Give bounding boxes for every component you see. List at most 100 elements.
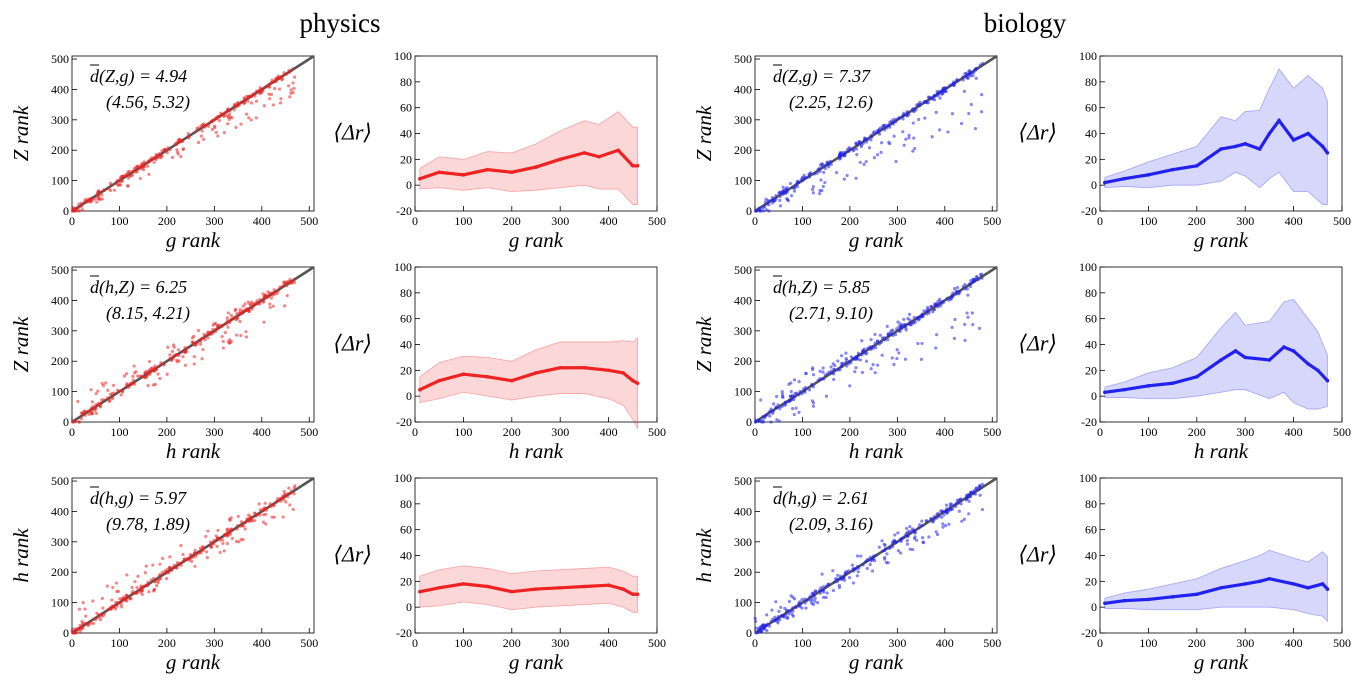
- biology-row1-scatter-point: [793, 394, 797, 399]
- physics-row0-scatter-point: [180, 138, 184, 143]
- biology-row1-scatter-point: [807, 388, 812, 392]
- biology-row2-scatter-ytick-label: 0: [746, 626, 752, 640]
- physics-row2-scatter-point: [158, 562, 162, 566]
- physics-row0-scatter-point: [126, 170, 130, 174]
- biology-row1-scatter-point: [893, 333, 898, 337]
- biology-row1-deviation-ytick-label: 80: [1085, 286, 1097, 300]
- biology-row0-scatter-point: [971, 73, 975, 78]
- physics-row1-scatter-point: [112, 391, 116, 395]
- physics-row2-scatter-point: [81, 600, 85, 605]
- physics-row0-deviation-mean-point: [597, 154, 601, 159]
- physics-row2-scatter-point: [137, 590, 141, 594]
- physics-row1-scatter-point: [280, 285, 284, 289]
- physics-row2-scatter-point: [86, 623, 90, 627]
- physics-row2-scatter-point: [78, 623, 82, 628]
- physics-row1-scatter-ytick-label: 400: [51, 293, 69, 307]
- physics-row0-scatter-point: [96, 193, 100, 197]
- biology-row1-scatter-point: [858, 358, 862, 362]
- biology-row1-scatter-point: [892, 362, 896, 367]
- biology-row1-scatter-point: [873, 332, 877, 337]
- biology-row0-scatter-point: [972, 70, 976, 74]
- biology-row2-scatter-point: [838, 577, 842, 581]
- physics-row2-scatter-point: [236, 514, 240, 518]
- biology-row1-scatter-point: [908, 318, 912, 322]
- biology-row1-scatter-point: [875, 339, 880, 343]
- biology-row1-scatter-point: [811, 404, 816, 408]
- biology-row2-scatter-point: [773, 618, 777, 623]
- biology-row2-scatter-point: [769, 619, 773, 623]
- biology-row0-scatter-point: [879, 150, 883, 154]
- biology-row1-deviation-mean-point: [1233, 349, 1238, 353]
- biology-row0-scatter-point: [818, 188, 822, 193]
- biology-row2-scatter-point: [753, 616, 757, 620]
- physics-row0-deviation-mean-point: [616, 148, 621, 153]
- biology-row0-scatter-point: [778, 194, 782, 199]
- physics-row2-deviation-xtick-label: 100: [454, 636, 472, 650]
- physics-row1-deviation-mean-point: [461, 372, 466, 377]
- physics-row2-scatter-point: [128, 597, 132, 601]
- biology-row2-scatter-point: [935, 512, 939, 516]
- physics-row0-scatter-point: [177, 137, 181, 141]
- biology-row1-scatter-point: [860, 370, 865, 375]
- biology-row0-scatter-point: [763, 200, 767, 204]
- biology-row1-scatter-point: [869, 367, 873, 371]
- physics-row0-scatter-point: [109, 183, 113, 187]
- physics-row2-scatter-point: [253, 511, 257, 516]
- biology-row2-scatter-ylabel: h rank: [692, 528, 716, 583]
- physics-row0-scatter-point: [274, 79, 278, 84]
- physics-row0-scatter-point: [234, 105, 238, 109]
- physics-row0-scatter-point: [176, 152, 180, 156]
- biology-row2-scatter-point: [821, 595, 826, 599]
- biology-row1-scatter-point: [977, 326, 982, 330]
- biology-row0-scatter-ytick-label: 300: [734, 113, 752, 127]
- biology-row2-scatter-point: [755, 626, 759, 630]
- physics-row2-deviation-mean-point: [534, 587, 538, 591]
- biology-row1-scatter-point: [963, 322, 967, 326]
- physics-row2-scatter-point: [242, 524, 246, 528]
- physics-row2-scatter-point: [130, 585, 134, 589]
- physics-row0-scatter-point: [270, 78, 274, 82]
- biology-row1-scatter-point: [951, 291, 955, 295]
- physics-row0-deviation-mean-point: [631, 163, 635, 168]
- physics-row0-scatter-point: [157, 151, 161, 156]
- physics-row0-scatter-point: [76, 206, 80, 211]
- biology-row1-scatter-point: [776, 403, 780, 407]
- physics-row2-scatter-point: [146, 582, 150, 586]
- biology-row1-deviation-mean-point: [1103, 390, 1107, 395]
- physics-row2-scatter-ytick-label: 100: [51, 596, 69, 610]
- biology-row0-scatter-point: [829, 162, 833, 166]
- biology-row1-scatter-point: [916, 341, 920, 346]
- biology-row0-scatter-ytick-label: 500: [734, 52, 752, 66]
- biology-row2-scatter-point: [815, 601, 820, 605]
- physics-row1-deviation-mean-point: [621, 371, 625, 375]
- physics-row1-scatter-point: [122, 374, 127, 378]
- biology-row1-scatter-xtick-label: 300: [888, 425, 906, 439]
- biology-row2-scatter-ytick-label: 500: [734, 474, 752, 488]
- physics-row2-scatter-point: [263, 501, 267, 505]
- biology-row0-scatter-point: [969, 102, 973, 107]
- biology-row1-deviation-ylabel: ⟨Δr⟩: [1018, 331, 1057, 356]
- biology-row0-scatter-ytick-label: 100: [734, 174, 752, 188]
- biology-row2-scatter-point: [800, 597, 804, 602]
- physics-row2-deviation-ytick-label: 60: [400, 523, 412, 537]
- biology-row0-scatter-point: [962, 89, 967, 93]
- physics-row1-scatter-point: [107, 399, 111, 403]
- physics-row1-scatter-point: [183, 351, 187, 355]
- biology-row1-scatter-point: [797, 410, 801, 415]
- physics-row2-scatter-point: [291, 507, 295, 512]
- biology-row1-scatter-point: [832, 372, 836, 376]
- biology-row1-scatter-point: [832, 377, 836, 382]
- biology-row0-deviation-ytick-label: -20: [1081, 204, 1097, 218]
- biology-row2-scatter-point: [763, 623, 767, 627]
- biology-row0-scatter-point: [781, 189, 785, 193]
- biology-row0-deviation-mean-point: [1320, 144, 1325, 149]
- physics-row0-scatter-point: [77, 202, 81, 206]
- physics-row1-scatter-point: [136, 374, 140, 378]
- physics-row1-scatter-point: [132, 364, 136, 368]
- physics-row0-scatter-point: [136, 165, 140, 169]
- biology-row0-scatter-panel: 0 100 200 300 400 500 0 100 200 300 400 500 g rank Z …: [692, 52, 1001, 252]
- physics-row0-scatter-point: [174, 143, 178, 147]
- physics-row0-scatter-point: [276, 76, 280, 80]
- physics-row0-scatter-ytick-label: 400: [51, 82, 69, 96]
- physics-row2-scatter-point: [135, 586, 139, 590]
